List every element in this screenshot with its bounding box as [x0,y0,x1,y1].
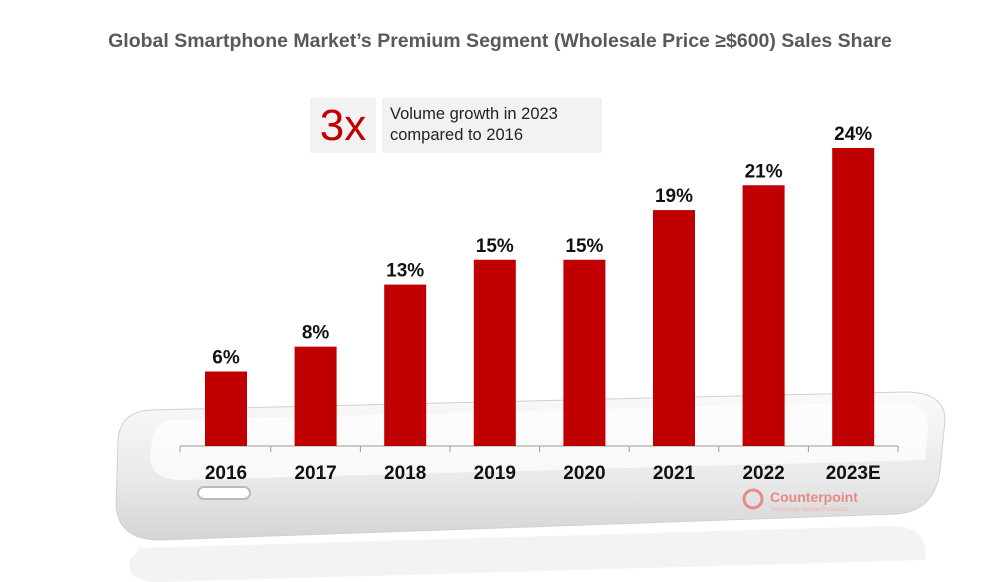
data-label-2021: 19% [655,186,693,207]
annotation-callout: 3x Volume growth in 2023 compared to 201… [310,98,602,153]
data-label-2023E: 24% [834,124,872,145]
chart-title: Global Smartphone Market’s Premium Segme… [108,30,892,52]
x-tick-label-2019: 2019 [474,463,516,484]
bar-2022 [742,185,785,446]
data-label-2022: 21% [745,161,783,182]
x-tick-label-2023E: 2023E [826,463,881,484]
annotation-line-2: compared to 2016 [390,126,524,144]
x-tick-label-2021: 2021 [653,463,696,484]
x-tick-label-2022: 2022 [742,463,784,484]
x-tick-label-2018: 2018 [384,463,426,484]
annotation-line-1: Volume growth in 2023 [390,105,558,123]
svg-text:Counterpoint: Counterpoint [770,489,858,505]
bar-2019 [473,259,516,446]
annotation-multiplier: 3x [310,98,376,153]
x-tick-label-2020: 2020 [563,463,605,484]
x-tick-label-2017: 2017 [294,463,336,484]
bar-2018 [384,284,427,446]
x-tick-label-2016: 2016 [205,463,247,484]
bar-2023E [832,148,875,446]
bar-2021 [653,210,695,446]
bar-2020 [563,259,606,446]
bar-2017 [294,346,337,446]
counterpoint-logo: Counterpoint Technology Market Research [742,488,858,513]
data-label-2019: 15% [476,236,514,257]
bar-2016 [205,371,247,446]
svg-text:Technology Market Research: Technology Market Research [770,507,848,513]
data-label-2017: 8% [302,323,330,344]
annotation-text: Volume growth in 2023 compared to 2016 [382,98,602,153]
data-label-2016: 6% [212,348,240,369]
data-label-2018: 13% [386,261,424,282]
data-label-2020: 15% [565,236,603,257]
